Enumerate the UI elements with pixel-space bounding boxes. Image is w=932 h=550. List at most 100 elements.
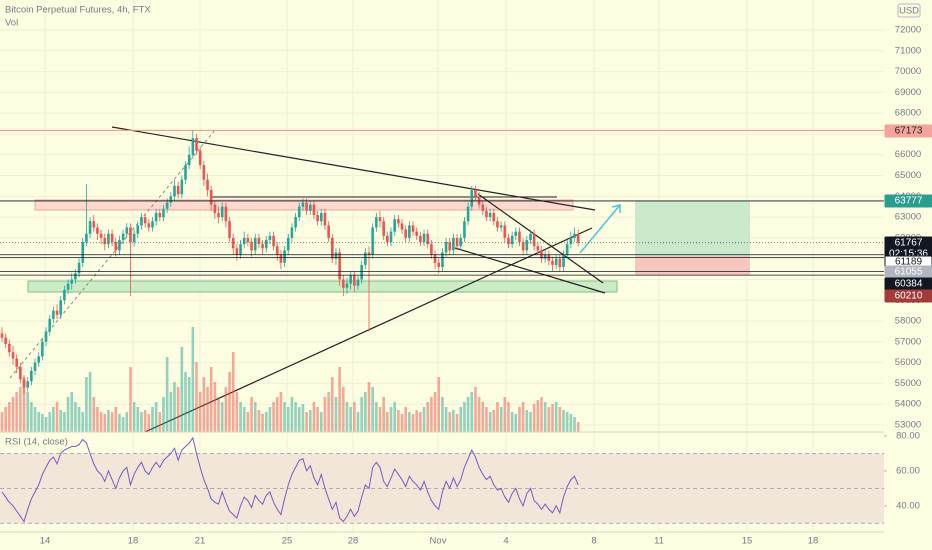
candle-body [290,227,294,238]
volume-bar [308,410,312,432]
volume-bar [367,382,371,432]
volume-bar [521,402,525,432]
candle-body [551,260,554,265]
candle-body [154,212,158,222]
countdown: 02:15:36 [889,249,928,260]
projection-arrow [579,204,621,254]
volume-bar [386,412,389,432]
volume-bar [239,402,242,432]
candle-body [66,283,70,290]
volume-bar [415,410,419,432]
volume-bar [217,397,220,432]
volume-bar [268,407,272,432]
volume-bar [408,412,411,432]
candle-body [275,246,279,255]
volume-bar [147,414,151,432]
chart-title: Bitcoin Perpetual Futures, 4h, FTX [5,5,151,16]
candle-body [257,237,261,245]
candle-body [143,217,147,224]
candle-body [301,202,305,207]
y-tick-label: 69000 [895,87,921,98]
volume-bar [375,402,378,432]
volume-bar [540,397,543,432]
candle-body [294,217,297,228]
candle-body [518,231,521,243]
y-tick-label: 57000 [895,336,921,347]
volume-bar [151,407,154,432]
candle-body [323,212,327,226]
candle-body [129,227,132,243]
volume-bar [558,407,562,432]
candle-body [536,246,540,251]
candle-body [261,244,264,249]
volume-bar [19,387,22,432]
x-tick-label: 28 [348,536,359,547]
candle-body [389,231,393,243]
candle-body [173,185,176,197]
candle-body [110,233,114,243]
candle-body [356,279,360,286]
candle-body [503,225,507,238]
x-tick-label: 25 [282,536,293,547]
volume-bar [129,367,132,432]
candle-body [272,235,275,247]
candle-body [543,254,547,259]
x-tick-label: Nov [430,536,447,547]
candle-body [496,221,499,228]
volume-bar [85,377,88,432]
volume-bar [33,407,37,432]
volume-bar [257,410,261,432]
volume-bar [264,412,268,432]
volume-bar [169,392,173,432]
candle-body [437,262,441,267]
candle-body [367,252,371,255]
volume-bar [191,327,195,432]
volume-bar [154,402,158,432]
volume-bar [353,402,356,432]
volume-bar [162,397,165,432]
y-tick-label: 56000 [895,357,921,368]
candle-body [532,233,536,247]
volume-bar [44,417,48,432]
price-tag-label: 61055 [895,267,923,278]
x-tick-label: 15 [742,536,753,547]
candle-body [140,217,143,226]
volume-bar [437,377,441,432]
candle-body [400,223,404,230]
candle-body [378,217,382,222]
candle-body [264,239,268,249]
volume-bar [305,412,308,432]
y-tick-label: 53000 [895,420,921,431]
candle-body [74,273,77,280]
volume-bar [393,402,396,432]
volume-bar [562,410,565,432]
candle-body [345,283,349,288]
candle-body [228,221,231,238]
candle-body [19,366,22,380]
x-tick-label: 4 [503,536,508,547]
candle-body [459,237,463,247]
volume-bar [397,410,400,432]
volume-bar [184,372,187,432]
candle-body [364,252,367,265]
candle-body [360,264,363,280]
volume-bar [253,402,257,432]
volume-bar [77,407,81,432]
volume-bar [536,400,540,432]
volume-bar [481,402,485,432]
volume-bar [496,402,499,432]
price-tag-label: 61189 [895,257,923,268]
currency-box[interactable] [897,3,921,18]
volume-bar [261,414,264,432]
price-tag-label: 61767 [895,238,923,249]
candle-body [37,356,40,363]
volume-bar [411,414,415,432]
volume-bar [107,410,110,432]
candle-body [448,242,452,251]
volume-bar [176,387,180,432]
volume-bar [103,414,107,432]
y-tick-label: 70000 [895,66,921,77]
candle-body [158,212,162,218]
volume-bar [360,397,363,432]
candle-body [415,231,419,236]
